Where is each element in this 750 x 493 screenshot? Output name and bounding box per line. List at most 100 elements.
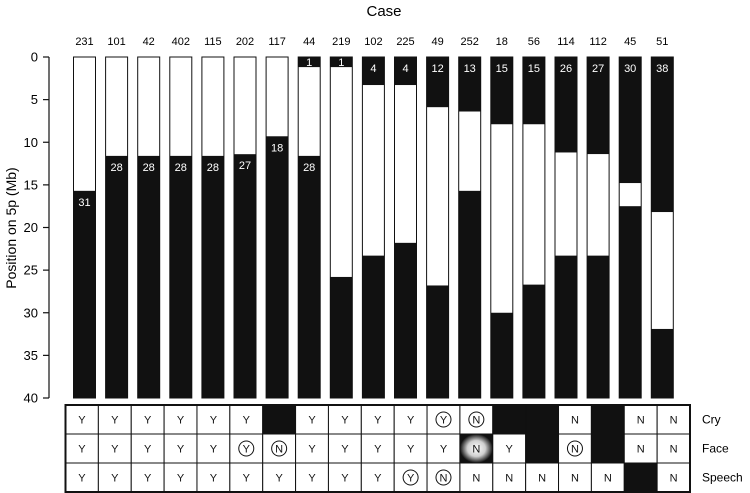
case-label: 56 [528,36,540,48]
cell-value: Y [308,444,316,456]
cell-value: Y [440,415,448,427]
cell-value: N [637,415,645,427]
bar-segment [201,155,224,398]
bar-outline [650,56,674,399]
cell-value: Y [243,415,251,427]
bar-segment [522,57,545,125]
cell-value: Y [177,444,185,456]
circle-mark [435,469,452,486]
cell-value: Y [275,473,283,485]
segment-label: 13 [464,63,476,75]
case-bar: 12 [426,56,450,399]
cell-value: Y [144,473,152,485]
cell-value: Y [144,415,152,427]
case-label: 49 [431,36,443,48]
segment-label: 38 [656,63,668,75]
bar-segment [234,57,256,155]
bar-segment [651,328,674,398]
y-tick-label: 35 [24,348,38,363]
case-bar: 30 [618,56,642,399]
bar-segment [137,155,160,398]
cell-value: N [275,444,283,456]
row-label: Cry [702,413,721,427]
segment-label: 1 [338,57,344,69]
table-cell [492,462,527,493]
y-tick-label: 25 [24,263,38,278]
cell-value: Y [78,415,86,427]
bar-segment [619,183,642,207]
bar-segment [426,107,449,286]
segment-label: 28 [110,162,122,174]
cell-value: N [472,473,480,485]
cell-value: N [538,473,546,485]
segment-label: 30 [624,63,636,75]
bar-segment [458,190,481,398]
table-cell [656,462,691,493]
cell-value: Y [210,473,218,485]
cell-value: Y [341,415,349,427]
y-axis: 0 5 10 15 20 25 30 35 40 [24,50,50,406]
cell-value: Y [308,473,316,485]
bar-segment [362,57,385,86]
segment-label: 28 [207,162,219,174]
case-bar: 28 [137,56,161,399]
bar-segment [555,57,577,153]
segment-label: 15 [496,63,508,75]
table-cell [656,404,691,435]
bar-outline [297,56,321,399]
circle-mark [566,440,583,457]
bar-segment [298,57,321,68]
bar-segment [394,85,417,243]
segment-label: 1 [306,57,312,69]
cell-value: Y [341,473,349,485]
table-cell [163,433,198,464]
case-label: 115 [204,36,222,48]
table-cell [97,433,132,464]
cell-value: Y [177,473,185,485]
table-cell [426,433,461,464]
row-label: Speech [702,471,743,485]
segment-label: 28 [303,162,315,174]
bar-outline [329,56,353,399]
cell-value: Y [407,415,415,427]
circle-mark [271,440,288,457]
table-cell [295,433,329,464]
cell-value: Y [374,473,382,485]
bar-segment [522,284,545,398]
bar-segment [330,276,353,398]
cell-value: N [670,444,678,456]
segment-label: 28 [175,162,187,174]
case-label: 42 [143,36,155,48]
table-cell [295,404,329,435]
bar-outline [105,56,129,399]
case-bar: 38 [650,56,674,399]
bar-outline [233,56,257,399]
case-label: 112 [589,36,607,48]
bar-outline [618,56,642,399]
bar-outline [586,56,610,399]
table-cell [426,404,461,435]
cell-value: Y [210,415,218,427]
y-tick-label: 10 [24,135,38,150]
bar-segment [587,255,610,398]
bar-segment [105,155,128,398]
bar-segment [362,85,385,256]
case-label: 102 [364,36,382,48]
cell-value: N [440,473,448,485]
bar-outline [169,56,193,399]
bar-segment [266,57,289,137]
bar-segment [298,67,321,156]
cell-value: N [637,444,645,456]
case-label: 402 [172,36,190,48]
bar-segment [73,190,96,398]
case-label: 51 [656,36,668,48]
segment-label: 12 [431,63,443,75]
cell-value: N [670,415,678,427]
table-cell [360,462,395,493]
table-cell [229,404,264,435]
y-tick-label: 40 [24,391,38,406]
table-cell [623,462,658,493]
case-bar: 26 [554,56,578,399]
table-border [64,404,691,493]
